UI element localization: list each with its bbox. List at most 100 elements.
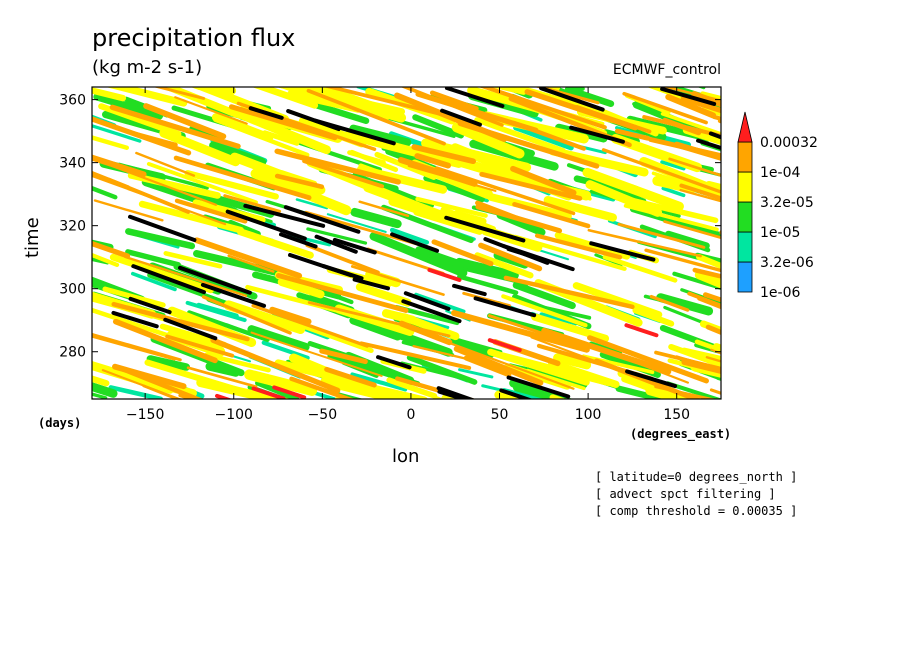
threshold-segment xyxy=(569,125,625,144)
field-streak xyxy=(414,153,452,169)
field-streak xyxy=(185,300,247,323)
field-streak xyxy=(269,306,312,325)
field-streak xyxy=(696,254,721,270)
field-streak xyxy=(511,120,586,151)
field-streak xyxy=(236,228,314,259)
field-streak xyxy=(412,114,465,139)
field-streak xyxy=(594,358,702,399)
field-streak xyxy=(109,253,215,294)
field-streak xyxy=(205,362,240,377)
x-tick-label: 0 xyxy=(406,407,415,423)
field-streak xyxy=(713,401,787,425)
field-streak xyxy=(108,385,163,399)
annotation-threshold: [ comp threshold = 0.00035 ] xyxy=(595,504,798,518)
field-streak xyxy=(478,87,607,130)
field-peak xyxy=(427,267,462,282)
threshold-segment xyxy=(286,109,341,132)
field-streak xyxy=(400,409,439,423)
field-streak xyxy=(553,353,592,370)
field-streak xyxy=(478,242,543,272)
field-streak xyxy=(503,275,635,310)
field-streak xyxy=(434,336,575,390)
field-streak xyxy=(407,164,497,192)
field-streak xyxy=(660,135,692,148)
colorbar: 1e-06 3.2e-06 1e-05 3.2e-05 1e-04 0.00032 xyxy=(737,111,818,301)
field-streak xyxy=(92,307,171,338)
field-streak xyxy=(554,231,631,260)
field-streak xyxy=(406,354,478,385)
field-streak xyxy=(614,128,651,141)
field-streak xyxy=(244,369,318,396)
field-streak xyxy=(575,105,652,134)
threshold-segment xyxy=(200,282,267,308)
field-streak xyxy=(255,380,300,399)
field-streak xyxy=(92,116,192,156)
field-streak xyxy=(451,310,590,353)
colorbar-swatch xyxy=(737,171,753,203)
field-streak xyxy=(734,100,766,112)
field-streak xyxy=(146,355,191,371)
field-streak xyxy=(227,254,275,273)
threshold-segment xyxy=(225,209,307,241)
field-peak xyxy=(487,338,522,353)
field-streak xyxy=(355,406,444,430)
threshold-segment xyxy=(444,215,526,243)
colorbar-label: 1e-04 xyxy=(760,165,800,181)
y-tick-label: 360 xyxy=(59,93,86,109)
field-streak xyxy=(386,377,438,399)
threshold-segment xyxy=(321,264,364,281)
field-streak xyxy=(705,324,721,336)
field-streak xyxy=(295,198,329,210)
field-streak xyxy=(564,87,615,108)
field-streak xyxy=(582,167,684,211)
field-streak xyxy=(421,138,532,173)
field-streak xyxy=(228,104,338,141)
field-streak xyxy=(250,168,352,216)
field-streak xyxy=(355,282,412,307)
field-streak xyxy=(719,404,785,420)
threshold-segment xyxy=(283,205,361,234)
field-streak xyxy=(187,310,270,342)
y-tick-label: 300 xyxy=(59,282,86,298)
field-streak xyxy=(672,271,721,291)
field-streak xyxy=(204,352,271,373)
field-streak xyxy=(474,252,534,279)
field-streak xyxy=(622,91,708,125)
field-streak xyxy=(389,227,430,245)
field-streak xyxy=(654,385,717,399)
threshold-segment xyxy=(437,389,471,399)
field-streak xyxy=(474,117,566,154)
field-streak xyxy=(193,237,303,279)
field-streak xyxy=(111,301,250,342)
field-streak xyxy=(111,164,218,206)
field-peak xyxy=(624,323,659,338)
field-streak xyxy=(321,289,354,305)
field-streak xyxy=(92,154,147,178)
field-streak xyxy=(394,92,508,142)
field-streak xyxy=(369,232,468,278)
field-streak xyxy=(623,405,648,411)
field-streak xyxy=(251,87,319,109)
field-streak xyxy=(681,359,721,375)
field-streak xyxy=(142,384,181,399)
field-streak xyxy=(716,376,721,381)
field-streak xyxy=(679,183,721,201)
threshold-segment xyxy=(163,317,218,341)
field-streak xyxy=(543,195,617,222)
field-streak xyxy=(210,337,341,394)
x-tick-label: −50 xyxy=(308,407,338,423)
field-streak xyxy=(201,295,292,335)
field-peak xyxy=(251,386,286,399)
field-streak xyxy=(306,227,368,245)
annotation-latitude: [ latitude=0 degrees_north ] xyxy=(595,470,798,484)
field-streak xyxy=(347,150,386,165)
field-streak xyxy=(54,250,84,259)
field-streak xyxy=(227,219,261,238)
threshold-segment xyxy=(696,138,721,151)
plot-frame xyxy=(91,86,722,400)
colorbar-label: 3.2e-05 xyxy=(760,195,814,211)
field-streak xyxy=(274,359,370,389)
threshold-segment xyxy=(111,310,159,329)
field-streak xyxy=(713,343,721,352)
field-streak xyxy=(371,401,501,453)
